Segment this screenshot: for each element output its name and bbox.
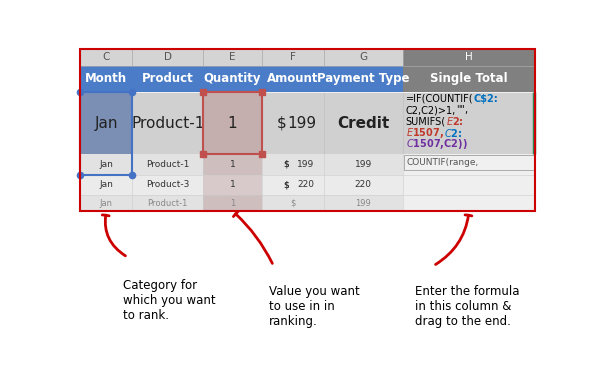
Text: $: $ bbox=[283, 181, 289, 189]
Bar bbox=[133, 66, 203, 92]
Text: $: $ bbox=[283, 160, 289, 169]
Text: $: $ bbox=[283, 160, 289, 169]
Bar bbox=[324, 49, 403, 66]
Text: $: $ bbox=[290, 199, 296, 208]
Text: Enter the formula
in this column &
drag to the end.: Enter the formula in this column & drag … bbox=[415, 285, 519, 327]
Bar bbox=[133, 195, 203, 211]
Bar bbox=[80, 175, 133, 195]
Bar bbox=[324, 154, 403, 175]
Bar bbox=[262, 195, 324, 211]
Bar bbox=[404, 155, 534, 170]
Bar bbox=[324, 175, 403, 195]
Bar bbox=[80, 49, 535, 211]
Bar bbox=[262, 175, 324, 195]
Text: Product-1: Product-1 bbox=[147, 199, 188, 208]
Text: $: $ bbox=[283, 181, 289, 189]
Text: E: E bbox=[229, 52, 236, 62]
Text: 1: 1 bbox=[227, 116, 238, 131]
Bar bbox=[203, 66, 262, 92]
Text: COUNTIF(range,: COUNTIF(range, bbox=[407, 158, 479, 167]
Text: Product-1: Product-1 bbox=[131, 116, 204, 131]
Text: Amount: Amount bbox=[267, 72, 319, 85]
Text: C2,C2)>1,: C2,C2)>1, bbox=[406, 105, 456, 115]
Text: "",: "", bbox=[456, 105, 468, 115]
Bar bbox=[403, 154, 535, 175]
Bar bbox=[262, 154, 324, 175]
Bar bbox=[324, 195, 403, 211]
Bar bbox=[403, 66, 535, 92]
Text: 199: 199 bbox=[355, 160, 372, 169]
Text: $C$1507,C2)): $C$1507,C2)) bbox=[406, 137, 467, 151]
Bar bbox=[403, 92, 535, 154]
Text: 199: 199 bbox=[288, 116, 316, 131]
Bar bbox=[203, 195, 262, 211]
Bar bbox=[80, 49, 133, 66]
Text: 1: 1 bbox=[230, 199, 235, 208]
Text: Product-3: Product-3 bbox=[146, 181, 189, 189]
Bar bbox=[404, 155, 534, 170]
Text: Jan: Jan bbox=[94, 116, 118, 131]
Bar bbox=[262, 154, 324, 175]
Bar bbox=[403, 49, 535, 66]
Text: D: D bbox=[164, 52, 172, 62]
Bar bbox=[80, 66, 133, 92]
Bar bbox=[133, 92, 203, 154]
Text: Jan: Jan bbox=[99, 181, 113, 189]
Bar bbox=[203, 92, 262, 154]
Text: Value you want
to use in in
ranking.: Value you want to use in in ranking. bbox=[269, 285, 360, 327]
Text: 220: 220 bbox=[297, 181, 314, 189]
Bar bbox=[133, 49, 203, 66]
Bar bbox=[133, 154, 203, 175]
Text: F: F bbox=[290, 52, 296, 62]
Bar bbox=[80, 154, 133, 175]
Bar bbox=[203, 175, 262, 195]
Bar bbox=[262, 66, 324, 92]
Text: SUMIFS(: SUMIFS( bbox=[406, 116, 446, 126]
Bar bbox=[203, 154, 262, 175]
Text: Jan: Jan bbox=[100, 199, 113, 208]
Bar bbox=[403, 175, 535, 195]
Text: 199: 199 bbox=[297, 160, 315, 169]
Text: C$2:: C$2: bbox=[473, 94, 498, 104]
Text: Month: Month bbox=[85, 72, 127, 85]
Text: G: G bbox=[359, 52, 367, 62]
Text: Jan: Jan bbox=[99, 160, 113, 169]
Text: Credit: Credit bbox=[337, 116, 389, 131]
Bar bbox=[262, 92, 324, 154]
Text: $E$1507,: $E$1507, bbox=[406, 126, 444, 140]
Bar bbox=[80, 195, 133, 211]
Bar bbox=[262, 175, 324, 195]
Text: Payment Type: Payment Type bbox=[317, 72, 410, 85]
Bar bbox=[80, 92, 133, 154]
Text: $E$2:: $E$2: bbox=[446, 115, 464, 127]
Text: =IF(COUNTIF(: =IF(COUNTIF( bbox=[406, 94, 473, 104]
Bar bbox=[324, 66, 403, 92]
Text: Product: Product bbox=[142, 72, 193, 85]
Bar bbox=[403, 195, 535, 211]
Bar bbox=[203, 49, 262, 66]
Text: Category for
which you want
to rank.: Category for which you want to rank. bbox=[123, 279, 216, 322]
Text: 1: 1 bbox=[230, 181, 235, 189]
Text: 199: 199 bbox=[355, 199, 371, 208]
Text: 1: 1 bbox=[230, 160, 235, 169]
Text: Single Total: Single Total bbox=[430, 72, 508, 85]
Bar bbox=[262, 49, 324, 66]
Bar bbox=[133, 175, 203, 195]
Text: H: H bbox=[465, 52, 473, 62]
Text: Product-1: Product-1 bbox=[146, 160, 189, 169]
Text: $: $ bbox=[276, 116, 286, 131]
Text: 220: 220 bbox=[355, 181, 372, 189]
Text: Quantity: Quantity bbox=[204, 72, 261, 85]
Text: $C$2:: $C$2: bbox=[444, 126, 463, 138]
Bar bbox=[324, 92, 403, 154]
Text: C: C bbox=[103, 52, 110, 62]
